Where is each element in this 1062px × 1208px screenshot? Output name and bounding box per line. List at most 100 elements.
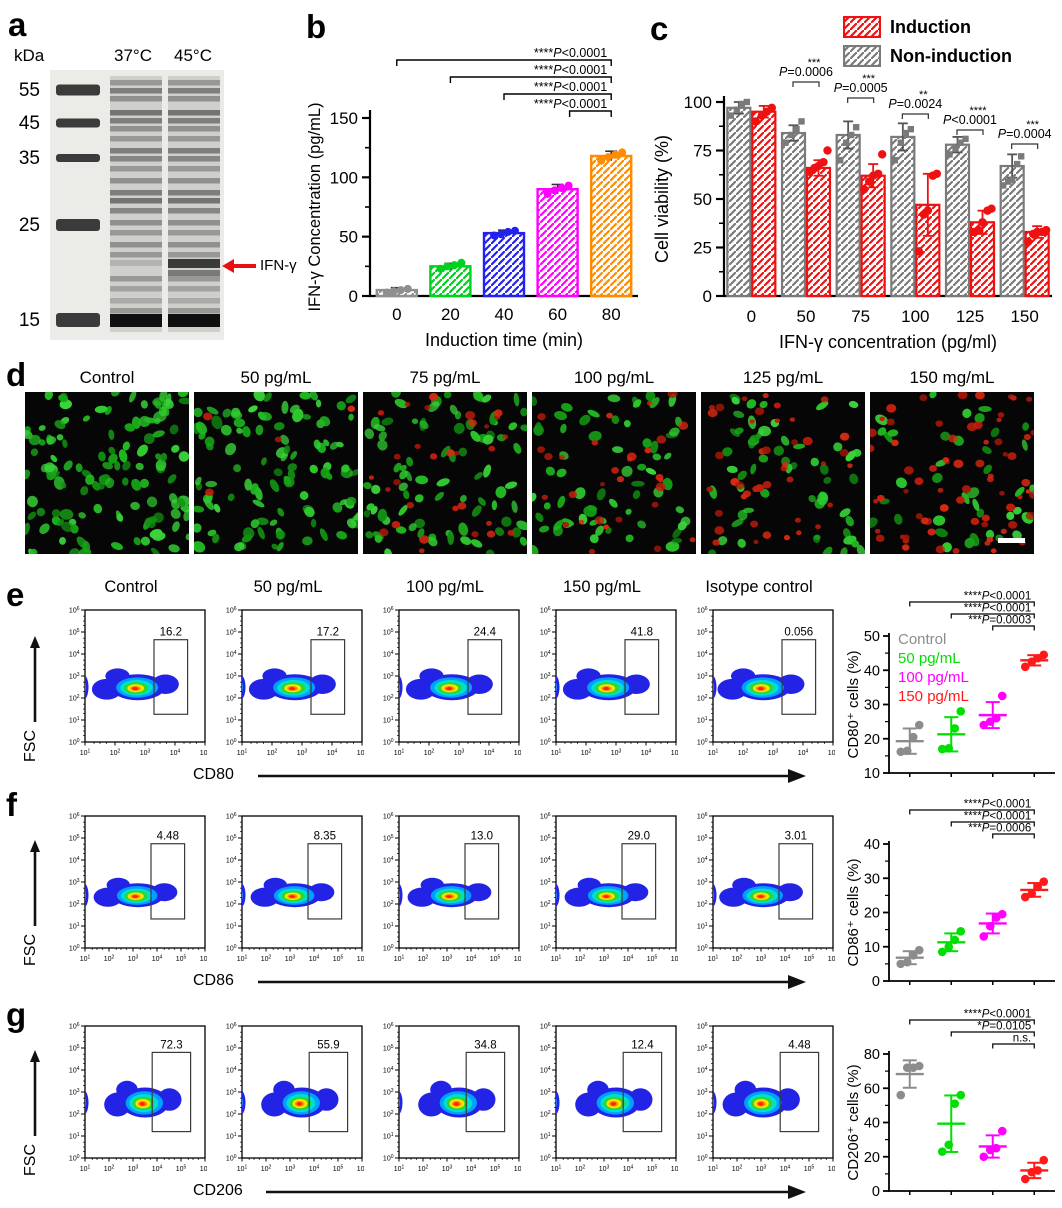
- svg-text:104: 104: [466, 954, 477, 963]
- micrograph-image: [194, 392, 358, 554]
- svg-text:101: 101: [80, 748, 91, 757]
- svg-text:104: 104: [152, 954, 163, 963]
- svg-text:105: 105: [176, 954, 187, 963]
- flow-title-150: 150 pg/mL: [563, 578, 641, 596]
- kda-marker-55: 55: [18, 80, 40, 101]
- svg-text:103: 103: [599, 1164, 610, 1173]
- svg-text:104: 104: [697, 650, 708, 659]
- x-axis-arrow: [266, 1185, 806, 1199]
- svg-text:102: 102: [732, 954, 743, 963]
- svg-text:****P<0.0001: ****P<0.0001: [534, 97, 607, 111]
- svg-text:55.9: 55.9: [317, 1039, 339, 1051]
- svg-text:100: 100: [383, 944, 394, 953]
- svg-text:103: 103: [768, 748, 779, 757]
- svg-text:105: 105: [540, 1044, 551, 1053]
- svg-text:13.0: 13.0: [471, 831, 493, 843]
- svg-text:102: 102: [575, 1164, 586, 1173]
- svg-text:104: 104: [697, 856, 708, 865]
- svg-text:104: 104: [383, 650, 394, 659]
- svg-text:Cell viability (%): Cell viability (%): [652, 135, 672, 263]
- svg-text:P=0.0006: P=0.0006: [779, 65, 833, 79]
- svg-text:102: 102: [697, 900, 708, 909]
- svg-text:0: 0: [703, 287, 712, 306]
- svg-text:20: 20: [441, 305, 460, 324]
- fsc-axis-label: FSC: [24, 840, 40, 966]
- svg-text:Induction time (min): Induction time (min): [425, 330, 583, 350]
- svg-text:105: 105: [333, 954, 344, 963]
- svg-text:40: 40: [495, 305, 514, 324]
- svg-text:106: 106: [383, 1022, 394, 1031]
- svg-text:101: 101: [708, 954, 719, 963]
- svg-text:104: 104: [540, 650, 551, 659]
- svg-text:150: 150: [1010, 307, 1038, 326]
- svg-text:106: 106: [357, 1164, 364, 1173]
- panel-g-letter: g: [6, 996, 27, 1033]
- x-axis-marker-label: CD86: [193, 972, 234, 989]
- panel-g: g FSC 100 101 102 103 104 105 106 101 102 103 104 1…: [0, 998, 1062, 1208]
- svg-text:P=0.0005: P=0.0005: [834, 81, 888, 95]
- svg-text:104: 104: [540, 1066, 551, 1075]
- svg-text:104: 104: [780, 1164, 791, 1173]
- flow-title-50: 50 pg/mL: [253, 578, 323, 596]
- svg-text:20: 20: [864, 906, 880, 922]
- flow-plot: 10010110210310410510610110210310410516.2: [69, 606, 207, 757]
- svg-text:104: 104: [780, 954, 791, 963]
- svg-text:0: 0: [392, 305, 401, 324]
- svg-text:104: 104: [226, 856, 237, 865]
- flow-plot: 1001011021031041051061011021031041051068…: [226, 812, 364, 963]
- x-axis-arrow: [258, 975, 806, 989]
- induction-swatch: [843, 16, 881, 38]
- svg-text:106: 106: [540, 1022, 551, 1031]
- svg-text:103: 103: [128, 1164, 139, 1173]
- panel-c-letter: c: [650, 10, 669, 47]
- flow-plot: 1001011021031041051061011021031041051063…: [383, 1022, 521, 1173]
- svg-text:103: 103: [611, 748, 622, 757]
- svg-text:100: 100: [697, 944, 708, 953]
- svg-text:****P<0.0001: ****P<0.0001: [534, 46, 607, 60]
- svg-text:105: 105: [176, 1164, 187, 1173]
- svg-text:102: 102: [697, 1110, 708, 1119]
- svg-text:106: 106: [383, 812, 394, 821]
- svg-text:104: 104: [697, 1066, 708, 1075]
- svg-text:104: 104: [383, 856, 394, 865]
- kda-marker-35: 35: [18, 148, 40, 169]
- svg-text:100: 100: [330, 168, 358, 187]
- svg-text:****P<0.0001: ****P<0.0001: [534, 80, 607, 94]
- lane-label-37c: 37°C: [114, 46, 152, 65]
- flow-plot: 1001011021031041051061011021031041051065…: [226, 1022, 364, 1173]
- svg-text:102: 102: [418, 1164, 429, 1173]
- svg-text:104: 104: [540, 856, 551, 865]
- svg-text:8.35: 8.35: [314, 831, 336, 843]
- svg-text:104: 104: [309, 954, 320, 963]
- svg-text:30: 30: [864, 698, 880, 714]
- svg-text:104: 104: [641, 748, 652, 757]
- svg-text:100: 100: [383, 738, 394, 747]
- svg-text:102: 102: [69, 900, 80, 909]
- svg-text:30: 30: [864, 871, 880, 887]
- svg-text:101: 101: [540, 922, 551, 931]
- svg-text:101: 101: [69, 716, 80, 725]
- svg-text:102: 102: [540, 1110, 551, 1119]
- panel-a: a kDa 37°C 45°C 55 45 35 25 15 IFN-γ: [0, 0, 1062, 356]
- svg-text:****P<0.0001: ****P<0.0001: [534, 63, 607, 77]
- svg-text:20: 20: [864, 732, 880, 748]
- svg-text:106: 106: [514, 1164, 521, 1173]
- legend-150: 150 pg/mL: [898, 688, 969, 705]
- svg-text:102: 102: [226, 694, 237, 703]
- svg-text:103: 103: [697, 878, 708, 887]
- flow-plot: 1001011021031041051061011021031041050.05…: [697, 606, 835, 757]
- svg-text:105: 105: [647, 954, 658, 963]
- svg-text:102: 102: [267, 748, 278, 757]
- svg-text:105: 105: [333, 1164, 344, 1173]
- svg-text:105: 105: [697, 1044, 708, 1053]
- svg-text:106: 106: [226, 1022, 237, 1031]
- svg-text:101: 101: [69, 922, 80, 931]
- svg-text:0: 0: [872, 1184, 880, 1200]
- micrograph-label: 125 pg/mL: [742, 368, 824, 387]
- svg-text:101: 101: [551, 748, 562, 757]
- svg-text:105: 105: [647, 1164, 658, 1173]
- svg-text:4.48: 4.48: [157, 831, 179, 843]
- flow-plot: 10010110210310410510610110210310410524.4: [383, 606, 521, 757]
- micrograph-image: [701, 392, 865, 554]
- svg-text:CD86⁺ cells (%): CD86⁺ cells (%): [845, 859, 862, 967]
